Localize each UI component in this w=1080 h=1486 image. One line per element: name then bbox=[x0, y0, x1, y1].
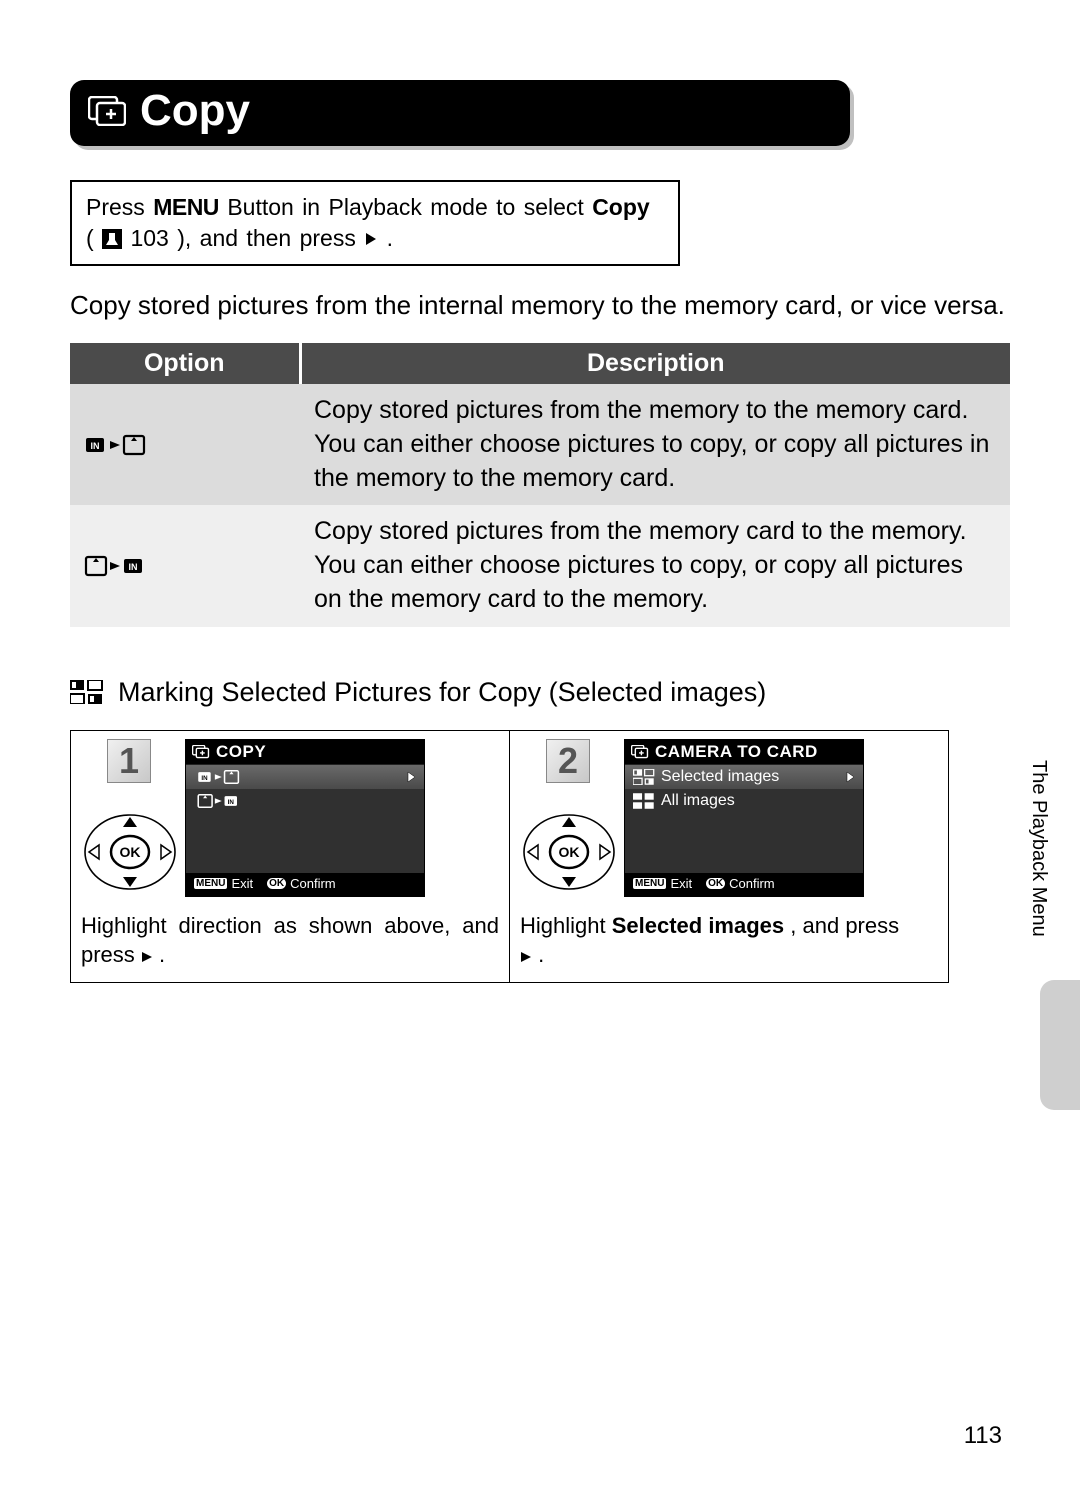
screen-title-text: COPY bbox=[216, 742, 266, 762]
step-number-2: 2 bbox=[546, 739, 590, 783]
svg-text:OK: OK bbox=[120, 844, 141, 860]
instruction-ref-close: ), and then press bbox=[177, 225, 364, 251]
step-caption: Highlight Selected images , and press . bbox=[520, 911, 938, 970]
step-box: 1 OK bbox=[70, 730, 510, 983]
instruction-after: . bbox=[387, 225, 393, 251]
camera-screen: COPY IN IN bbox=[185, 739, 425, 897]
footer-confirm[interactable]: OKConfirm bbox=[267, 876, 336, 891]
table-row: IN Copy stored pictures from the memory … bbox=[70, 505, 1010, 626]
copy-icon bbox=[88, 94, 126, 128]
svg-text:IN: IN bbox=[201, 774, 208, 781]
screen-body: Selected images All images bbox=[625, 765, 863, 873]
th-option: Option bbox=[70, 343, 300, 384]
screen-footer: MENUExit OKConfirm bbox=[625, 873, 863, 896]
footer-confirm[interactable]: OKConfirm bbox=[706, 876, 775, 891]
footer-exit[interactable]: MENUExit bbox=[633, 876, 692, 891]
svg-text:IN: IN bbox=[91, 441, 100, 451]
menu-item-selected-images[interactable]: Selected images bbox=[625, 765, 863, 789]
table-header-row: Option Description bbox=[70, 343, 1010, 384]
svg-text:IN: IN bbox=[129, 562, 138, 572]
table-row: IN Copy stored pictures from the memory … bbox=[70, 384, 1010, 505]
page: Copy Press MENU Button in Playback mode … bbox=[0, 0, 1080, 1023]
step-caption: Highlight direction as shown above, and … bbox=[81, 911, 499, 970]
section-title: Copy bbox=[140, 86, 250, 136]
option-icon-card-to-internal: IN bbox=[70, 505, 300, 626]
option-desc: Copy stored pictures from the memory to … bbox=[300, 384, 1010, 505]
menu-item-card-to-internal[interactable]: IN bbox=[186, 789, 424, 813]
menu-item-all-images[interactable]: All images bbox=[625, 789, 863, 813]
th-description: Description bbox=[300, 343, 1010, 384]
footer-exit[interactable]: MENUExit bbox=[194, 876, 253, 891]
subsection-title: Marking Selected Pictures for Copy (Sele… bbox=[118, 677, 766, 708]
screen-title-text: CAMERA TO CARD bbox=[655, 742, 818, 762]
right-arrow-icon bbox=[141, 951, 153, 963]
section-title-bar: Copy bbox=[70, 80, 850, 146]
dpad-icon: OK bbox=[522, 813, 616, 891]
options-table: Option Description IN Copy stored pictur… bbox=[70, 343, 1010, 627]
menu-item-internal-to-card[interactable]: IN bbox=[186, 765, 424, 789]
svg-text:OK: OK bbox=[559, 844, 580, 860]
right-arrow-icon bbox=[520, 951, 532, 963]
chevron-right-icon bbox=[407, 771, 416, 783]
thumbnail-select-icon bbox=[70, 680, 104, 704]
side-tab bbox=[1040, 980, 1080, 1110]
menu-item-label: All images bbox=[661, 792, 735, 810]
chevron-right-icon bbox=[846, 771, 855, 783]
step-number-1: 1 bbox=[107, 739, 151, 783]
instruction-text-prefix: Press bbox=[86, 194, 153, 220]
side-chapter-label: The Playback Menu bbox=[1027, 760, 1050, 937]
dpad-icon: OK bbox=[83, 813, 177, 891]
steps-container: 1 OK bbox=[70, 730, 1010, 983]
svg-text:IN: IN bbox=[228, 798, 235, 805]
instruction-text-middle: Button in Playback mode to select bbox=[227, 194, 592, 220]
instruction-ref-open: ( bbox=[86, 225, 94, 251]
subsection-heading: Marking Selected Pictures for Copy (Sele… bbox=[70, 677, 1010, 708]
camera-screen: CAMERA TO CARD Selected images bbox=[624, 739, 864, 897]
option-icon-internal-to-card: IN bbox=[70, 384, 300, 505]
right-arrow-icon bbox=[364, 232, 378, 246]
instruction-bold: Copy bbox=[592, 194, 650, 220]
menu-button-label: MENU bbox=[153, 194, 219, 220]
page-ref-icon bbox=[102, 229, 122, 249]
option-desc: Copy stored pictures from the memory car… bbox=[300, 505, 1010, 626]
screen-title: CAMERA TO CARD bbox=[625, 740, 863, 765]
instruction-ref-num: 103 bbox=[130, 225, 168, 251]
screen-footer: MENUExit OKConfirm bbox=[186, 873, 424, 896]
intro-text: Copy stored pictures from the internal m… bbox=[70, 288, 1010, 323]
screen-title: COPY bbox=[186, 740, 424, 765]
screen-body: IN IN bbox=[186, 765, 424, 873]
menu-item-label: Selected images bbox=[661, 768, 779, 786]
step-box: 2 OK bbox=[509, 730, 949, 983]
page-number: 113 bbox=[964, 1422, 1002, 1450]
instruction-box: Press MENU Button in Playback mode to se… bbox=[70, 180, 680, 266]
